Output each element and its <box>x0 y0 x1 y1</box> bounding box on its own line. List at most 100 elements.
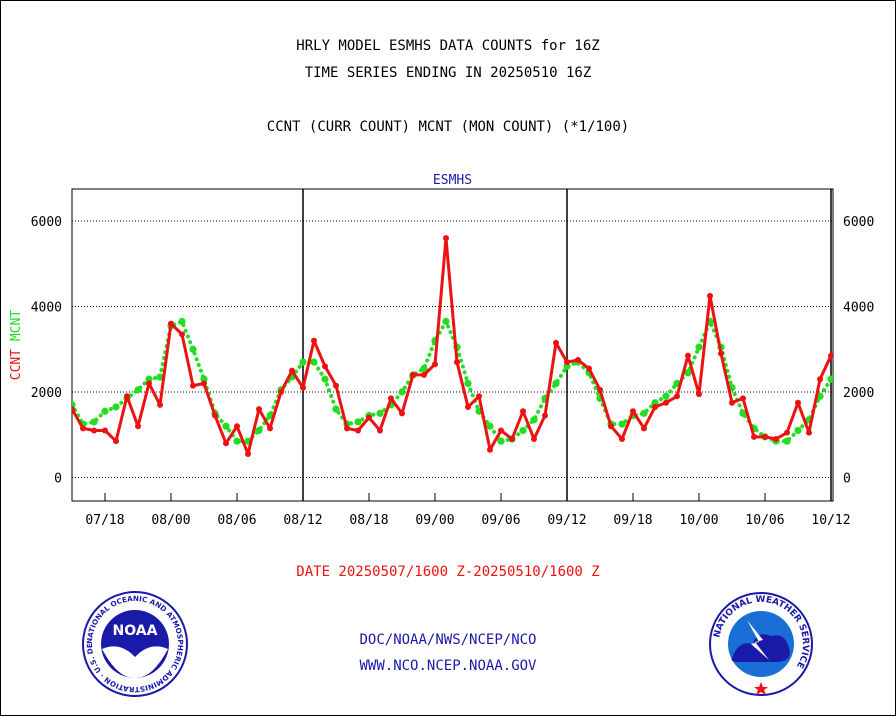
ccnt-point <box>454 359 460 366</box>
ccnt-point <box>410 371 416 378</box>
x-tick-label: 09/18 <box>613 513 652 528</box>
x-tick-label: 08/18 <box>349 513 388 528</box>
ccnt-point <box>564 359 570 366</box>
ccnt-point <box>729 399 735 406</box>
y-axis-label-ccnt: CCNT <box>9 341 24 380</box>
ccnt-point <box>575 356 581 363</box>
ccnt-point <box>487 446 493 453</box>
mcnt-point <box>398 388 406 396</box>
ccnt-point <box>91 427 97 434</box>
ccnt-point <box>80 425 86 432</box>
ccnt-point <box>355 427 361 434</box>
mcnt-point <box>464 379 472 388</box>
x-tick-label: 07/18 <box>85 513 124 528</box>
mcnt-point <box>134 386 142 394</box>
ccnt-point <box>179 331 185 338</box>
ccnt-point <box>652 403 658 410</box>
mcnt-point <box>222 422 230 430</box>
y-tick-label-right: 4000 <box>843 301 874 316</box>
ccnt-point <box>762 433 768 440</box>
ccnt-point <box>608 423 614 430</box>
ccnt-point <box>223 440 229 447</box>
mcnt-point <box>332 405 340 413</box>
ccnt-point <box>641 425 647 432</box>
mcnt-point <box>662 392 670 400</box>
ccnt-point <box>806 429 812 436</box>
date-range: DATE 20250507/1600 Z-20250510/1600 Z <box>296 564 600 580</box>
ccnt-point <box>190 382 196 389</box>
ccnt-point <box>322 363 328 370</box>
ccnt-point <box>344 425 350 432</box>
mcnt-point <box>233 437 241 445</box>
mcnt-point <box>530 416 538 424</box>
ccnt-point <box>795 399 801 406</box>
ccnt-point <box>465 403 471 410</box>
ccnt-point <box>366 414 372 421</box>
mcnt-point <box>376 409 384 417</box>
ccnt-point <box>674 393 680 400</box>
ccnt-point <box>102 427 108 434</box>
mcnt-point <box>838 358 845 365</box>
mcnt-point <box>794 426 802 435</box>
mcnt-point <box>112 403 120 411</box>
mcnt-point <box>640 409 648 417</box>
ccnt-point <box>146 380 152 387</box>
mcnt-point <box>299 358 307 366</box>
mcnt-point <box>860 369 867 376</box>
noaa-logo: NATIONAL OCEANIC AND ATMOSPHERIC ADMINIS… <box>80 589 188 697</box>
ccnt-series-group <box>72 235 833 457</box>
y-tick-label-right: 6000 <box>843 215 874 230</box>
ccnt-point <box>718 350 724 357</box>
mcnt-point <box>145 375 153 383</box>
ccnt-point <box>168 320 174 327</box>
ccnt-point <box>399 410 405 417</box>
plot-subtitle: ESMHS <box>433 173 472 188</box>
ccnt-point <box>817 376 823 383</box>
x-tick-label: 10/00 <box>679 513 718 528</box>
mcnt-point <box>871 401 878 408</box>
chart-title-line2: TIME SERIES ENDING IN 20250510 16Z <box>304 65 592 81</box>
ccnt-point <box>201 380 207 387</box>
ccnt-point <box>421 371 427 378</box>
mcnt-point <box>486 422 494 430</box>
mcnt-point <box>695 343 703 351</box>
ccnt-point <box>828 352 833 359</box>
ccnt-series-line <box>72 236 833 456</box>
mcnt-point <box>354 418 362 426</box>
ccnt-point <box>553 339 559 346</box>
ccnt-point <box>333 382 339 389</box>
ccnt-point <box>245 450 251 457</box>
ccnt-point <box>278 389 284 396</box>
footer-url: WWW.NCO.NCEP.NOAA.GOV <box>359 658 537 674</box>
x-tick-label: 08/00 <box>151 513 190 528</box>
nws-logo: NATIONAL WEATHER SERVICE <box>709 592 813 696</box>
mcnt-series-group <box>72 316 878 445</box>
ccnt-point <box>377 427 383 434</box>
mcnt-point <box>178 317 186 326</box>
ccnt-point <box>751 433 757 440</box>
ccnt-point <box>630 408 636 415</box>
ccnt-point <box>157 401 163 408</box>
ccnt-point <box>619 436 625 443</box>
mcnt-point <box>200 375 208 383</box>
ccnt-point <box>520 408 526 415</box>
ccnt-point <box>773 436 779 443</box>
mcnt-point <box>684 369 692 377</box>
ccnt-point <box>707 292 713 299</box>
mcnt-point <box>442 317 450 326</box>
mcnt-point <box>618 420 626 428</box>
ccnt-point <box>256 406 262 413</box>
ccnt-point <box>685 352 691 359</box>
ccnt-point <box>311 337 317 344</box>
ccnt-point <box>542 412 548 419</box>
x-tick-label: 09/06 <box>481 513 520 528</box>
ccnt-point <box>135 423 141 430</box>
ccnt-point <box>432 361 438 368</box>
ccnt-point <box>234 423 240 430</box>
y-tick-label-left: 6000 <box>31 215 62 230</box>
ccnt-point <box>300 384 306 391</box>
mcnt-point <box>783 437 791 445</box>
mcnt-point <box>156 373 164 381</box>
x-tick-label: 08/06 <box>217 513 256 528</box>
